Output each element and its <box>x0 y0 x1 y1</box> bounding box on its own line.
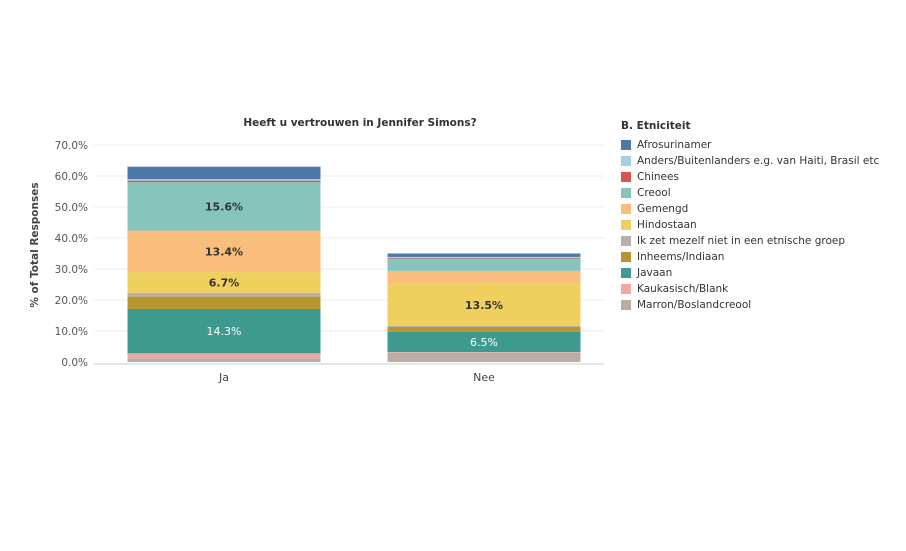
bar-segment <box>127 308 321 354</box>
y-tick-label: 0.0% <box>61 357 88 369</box>
legend-title: B. Etniciteit <box>621 120 691 132</box>
bar-segment <box>127 358 321 362</box>
legend-item[interactable]: Ik zet mezelf niet in een etnische groep <box>621 233 879 249</box>
y-tick-label: 70.0% <box>55 140 88 152</box>
bar-segment <box>387 352 581 353</box>
bar-segment <box>127 179 321 181</box>
legend: B. Etniciteit Afrosurinamer Anders/Buiten… <box>621 120 879 313</box>
legend-label: Marron/Boslandcreool <box>637 299 752 311</box>
data-label: 13.5% <box>465 299 503 312</box>
bar-segment <box>387 325 581 327</box>
legend-item[interactable]: Afrosurinamer <box>621 137 879 153</box>
legend-swatch <box>621 300 631 310</box>
legend-label: Chinees <box>637 171 679 183</box>
legend-swatch <box>621 156 631 166</box>
y-axis-ticks: 0.0% 10.0% 20.0% 30.0% 40.0% 50.0% 60.0% 70.0% <box>55 140 88 369</box>
legend-label: Gemengd <box>637 203 689 215</box>
legend-swatch <box>621 140 631 150</box>
y-tick-label: 30.0% <box>55 264 88 276</box>
legend-items: Afrosurinamer Anders/Buitenlanders e.g. v… <box>621 137 879 313</box>
legend-item[interactable]: Chinees <box>621 169 879 185</box>
legend-label: Javaan <box>637 267 673 279</box>
data-label: 15.6% <box>205 200 243 213</box>
data-label: 13.4% <box>205 245 243 258</box>
bar-segment <box>127 296 321 309</box>
data-label: 14.3% <box>207 325 242 338</box>
legend-label: Creool <box>637 187 671 199</box>
y-tick-label: 20.0% <box>55 295 88 307</box>
y-tick-label: 10.0% <box>55 326 88 338</box>
bar-segment <box>387 257 581 259</box>
bar-segment <box>387 270 581 284</box>
bar-segment <box>387 326 581 332</box>
bar-segment <box>387 253 581 257</box>
y-axis-label: % of Total Responses <box>29 182 41 307</box>
legend-label: Ik zet mezelf niet in een etnische groep <box>637 235 846 247</box>
legend-item[interactable]: Javaan <box>621 265 879 281</box>
legend-item[interactable]: Hindostaan <box>621 217 879 233</box>
legend-label: Anders/Buitenlanders e.g. van Haiti, Bra… <box>637 155 880 167</box>
bars <box>127 166 581 362</box>
bar-segment <box>127 292 321 297</box>
legend-swatch <box>621 204 631 214</box>
bar-segment <box>387 352 581 362</box>
y-tick-label: 60.0% <box>55 171 88 183</box>
legend-label: Afrosurinamer <box>637 139 712 151</box>
legend-swatch <box>621 236 631 246</box>
legend-item[interactable]: Kaukasisch/Blank <box>621 281 879 297</box>
x-axis-categories: Ja Nee <box>218 371 495 384</box>
x-category-label: Ja <box>218 371 229 384</box>
chart-title: Heeft u vertrouwen in Jennifer Simons? <box>243 117 476 129</box>
y-tick-label: 50.0% <box>55 202 88 214</box>
bar-segment <box>127 353 321 359</box>
data-label: 6.7% <box>209 276 240 289</box>
legend-swatch <box>621 220 631 230</box>
legend-label: Hindostaan <box>637 219 697 231</box>
bar-segment <box>127 230 321 273</box>
legend-label: Inheems/Indiaan <box>637 251 725 263</box>
legend-item[interactable]: Gemengd <box>621 201 879 217</box>
legend-item[interactable]: Creool <box>621 185 879 201</box>
y-tick-label: 40.0% <box>55 233 88 245</box>
legend-item[interactable]: Anders/Buitenlanders e.g. van Haiti, Bra… <box>621 153 879 169</box>
legend-label: Kaukasisch/Blank <box>637 283 729 295</box>
legend-swatch <box>621 172 631 182</box>
legend-swatch <box>621 268 631 278</box>
legend-swatch <box>621 252 631 262</box>
bar-segment <box>127 272 321 293</box>
legend-item[interactable]: Inheems/Indiaan <box>621 249 879 265</box>
legend-item[interactable]: Marron/Boslandcreool <box>621 297 879 313</box>
bar-segment <box>387 256 581 258</box>
bar-segment <box>387 331 581 353</box>
data-labels: 14.3% 6.7% 13.4% 15.6% 6.5% 13.5% <box>205 200 503 349</box>
bar-segment <box>127 182 321 231</box>
bar-segment <box>387 258 581 271</box>
x-category-label: Nee <box>473 371 495 384</box>
legend-swatch <box>621 284 631 294</box>
bar-segment <box>127 166 321 180</box>
bar-segment <box>127 180 321 183</box>
bar-segment <box>387 283 581 326</box>
legend-swatch <box>621 188 631 198</box>
data-label: 6.5% <box>470 336 498 349</box>
